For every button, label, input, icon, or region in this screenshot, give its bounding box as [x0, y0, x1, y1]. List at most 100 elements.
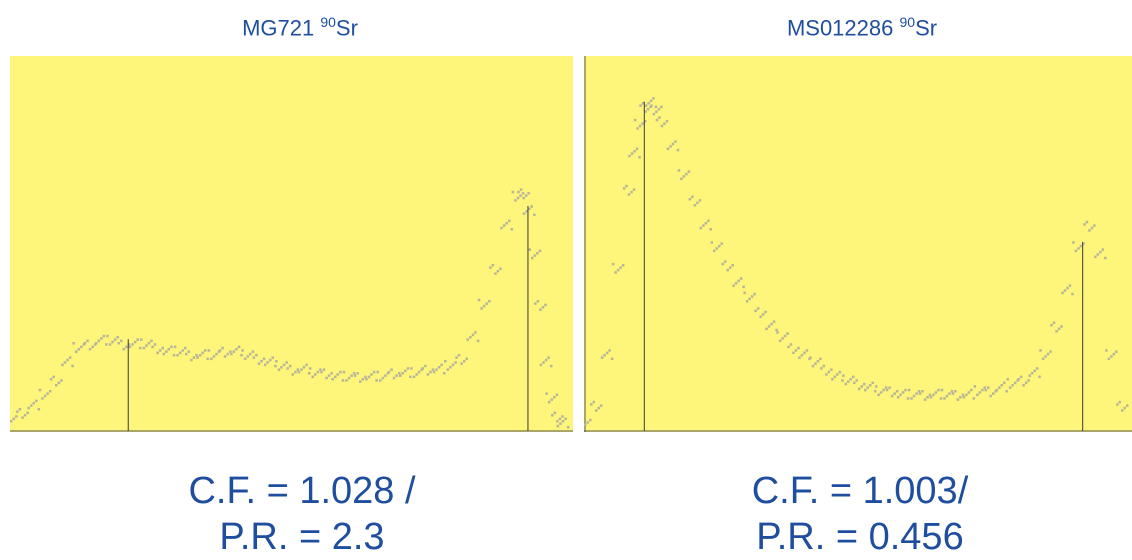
- data-point: [500, 226, 503, 230]
- data-point: [638, 156, 641, 159]
- data-point: [476, 339, 480, 343]
- data-point: [300, 368, 303, 371]
- data-point: [896, 396, 900, 399]
- data-point: [229, 350, 232, 353]
- data-point: [1082, 242, 1085, 245]
- data-point: [888, 386, 891, 389]
- data-point: [60, 379, 63, 382]
- data-point: [185, 352, 188, 356]
- data-point: [27, 406, 30, 410]
- data-point: [550, 398, 553, 401]
- data-point: [1038, 375, 1041, 379]
- data-point: [600, 356, 604, 359]
- data-point: [83, 342, 87, 345]
- chart-title-left: MG721 90Sr: [242, 14, 358, 41]
- data-point: [460, 362, 463, 365]
- data-point: [384, 374, 387, 377]
- data-point: [43, 394, 47, 398]
- data-point: [221, 346, 224, 350]
- data-point: [1033, 369, 1036, 373]
- data-point: [1055, 330, 1058, 333]
- data-point: [635, 147, 639, 151]
- data-point: [893, 392, 896, 395]
- data-point: [401, 372, 404, 375]
- data-point: [544, 358, 548, 362]
- data-point: [116, 336, 119, 339]
- data-point: [967, 391, 971, 394]
- correction-factor-right: C.F. = 1.003/: [751, 470, 969, 512]
- data-point: [41, 397, 44, 400]
- data-point: [190, 358, 193, 362]
- data-point: [753, 292, 756, 296]
- data-point: [412, 375, 416, 379]
- data-point: [37, 408, 41, 411]
- data-point: [372, 370, 376, 374]
- data-point: [884, 386, 888, 389]
- data-point: [764, 310, 767, 314]
- data-point: [655, 118, 659, 122]
- data-point: [584, 423, 587, 427]
- data-point: [61, 363, 64, 367]
- data-point: [415, 373, 418, 376]
- data-point: [198, 354, 202, 357]
- data-point: [88, 348, 92, 351]
- data-point: [102, 334, 106, 338]
- data-point: [455, 356, 458, 359]
- data-point: [647, 102, 650, 105]
- data-point: [1118, 400, 1121, 404]
- data-point: [559, 422, 562, 425]
- data-point: [822, 364, 826, 368]
- data-point: [128, 345, 132, 349]
- peak-ratio-right: P.R. = 0.456: [756, 516, 964, 558]
- data-point: [533, 213, 536, 217]
- data-point: [923, 398, 927, 401]
- data-point: [1013, 381, 1017, 385]
- data-point: [608, 349, 611, 352]
- data-point: [173, 345, 177, 349]
- data-point: [429, 370, 432, 374]
- data-point: [984, 388, 987, 392]
- peak-ratio-left: P.R. = 2.3: [219, 516, 385, 558]
- data-point: [342, 370, 346, 374]
- data-point: [161, 346, 164, 350]
- data-point: [1024, 381, 1028, 385]
- data-point: [932, 393, 935, 397]
- data-point: [255, 354, 258, 357]
- data-point: [353, 374, 357, 377]
- data-point: [320, 370, 323, 374]
- data-point: [605, 351, 609, 355]
- data-point: [170, 345, 173, 349]
- data-point: [390, 368, 393, 371]
- data-point: [120, 339, 123, 343]
- data-point: [545, 392, 548, 395]
- data-point: [140, 338, 143, 341]
- data-point: [1074, 249, 1078, 253]
- data-point: [522, 196, 525, 200]
- data-point: [698, 199, 702, 202]
- data-point: [502, 224, 506, 227]
- data-point: [517, 190, 520, 194]
- data-point: [655, 110, 658, 113]
- data-point: [833, 375, 837, 379]
- data-point: [451, 363, 455, 367]
- data-point: [754, 309, 757, 313]
- data-point: [1104, 256, 1107, 260]
- data-point: [616, 268, 620, 272]
- data-point: [201, 351, 204, 355]
- data-point: [1041, 357, 1045, 361]
- data-point: [142, 346, 146, 350]
- data-point: [480, 307, 483, 310]
- data-point: [1085, 220, 1089, 224]
- data-point: [633, 118, 637, 122]
- data-point: [772, 320, 776, 323]
- data-point: [761, 313, 765, 316]
- data-point: [998, 386, 1001, 389]
- data-point: [339, 370, 342, 374]
- data-point: [632, 188, 636, 191]
- data-point: [547, 400, 551, 404]
- data-point: [153, 343, 157, 346]
- data-point: [322, 368, 326, 371]
- data-point: [499, 267, 502, 271]
- data-point: [232, 350, 236, 353]
- data-point: [505, 222, 508, 225]
